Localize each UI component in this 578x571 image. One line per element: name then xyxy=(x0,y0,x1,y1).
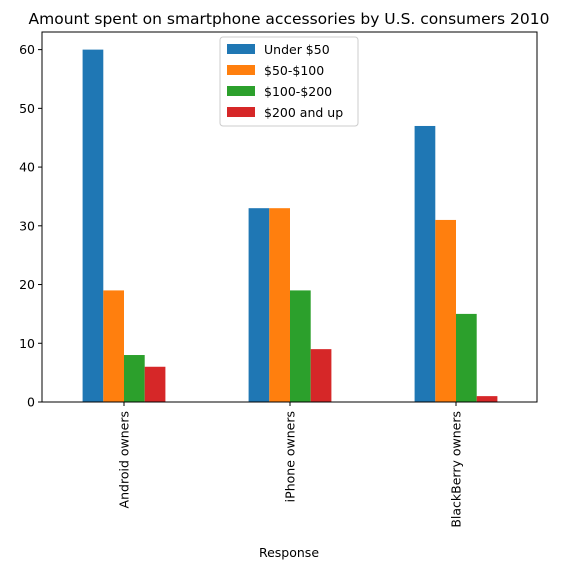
x-axis: Android owners iPhone owners BlackBerry ow… xyxy=(117,402,464,528)
y-tick-label: 40 xyxy=(19,160,35,175)
legend-box xyxy=(219,36,359,127)
y-tick-label: 50 xyxy=(19,101,35,116)
y-tick-label: 60 xyxy=(19,42,35,57)
bar xyxy=(248,208,270,402)
bar xyxy=(144,366,166,402)
x-axis-label: Response xyxy=(259,545,319,560)
legend-swatch xyxy=(227,44,255,54)
bar xyxy=(310,349,332,402)
bar xyxy=(456,313,477,402)
y-tick-label: 10 xyxy=(19,336,35,351)
legend-swatch xyxy=(227,65,255,75)
bar xyxy=(103,290,124,402)
x-tick-label: Android owners xyxy=(117,411,132,508)
x-tick-label: BlackBerry owners xyxy=(449,411,464,528)
bars-layer xyxy=(82,49,498,403)
bar xyxy=(290,290,311,402)
bar xyxy=(435,219,456,402)
bar xyxy=(269,208,290,402)
y-axis: 0 10 20 30 40 50 60 xyxy=(19,42,42,410)
legend-label: Under $50 xyxy=(264,42,330,57)
bar xyxy=(82,49,104,403)
chart-title: Amount spent on smartphone accessories b… xyxy=(29,10,550,28)
legend: Under $50 $50-$100 $100-$200 $200 and up xyxy=(219,36,359,127)
legend-label: $50-$100 xyxy=(264,63,324,78)
y-tick-label: 30 xyxy=(19,218,35,233)
y-tick-label: 20 xyxy=(19,277,35,292)
legend-label: $100-$200 xyxy=(264,84,332,99)
bar xyxy=(124,355,145,402)
bar xyxy=(476,396,498,402)
legend-swatch xyxy=(227,107,255,117)
legend-swatch xyxy=(227,86,255,96)
x-tick-label: iPhone owners xyxy=(283,411,298,502)
bar xyxy=(414,125,436,402)
y-tick-label: 0 xyxy=(27,395,35,410)
legend-label: $200 and up xyxy=(264,105,343,120)
